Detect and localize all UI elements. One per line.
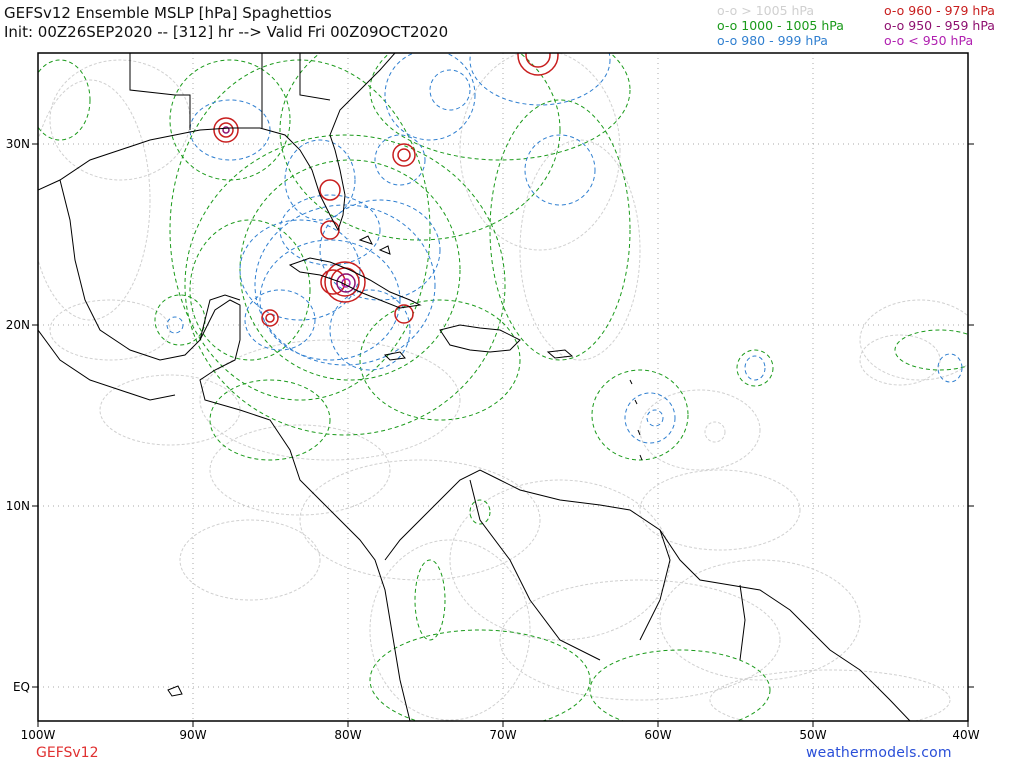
lat-label-eq: EQ	[13, 680, 30, 694]
legend-item-980-999: o-o 980 - 999 hPa	[717, 33, 828, 48]
contours-blue	[166, 53, 963, 444]
map-subtitle: Init: 00Z26SEP2020 -- [312] hr --> Valid…	[4, 23, 449, 41]
contours-gray	[38, 53, 968, 721]
lat-labels: 30N 20N 10N EQ	[6, 137, 30, 694]
coastlines	[38, 53, 911, 721]
lat-label-30n: 30N	[6, 137, 30, 151]
tick-marks	[32, 143, 974, 727]
map-title-block: GEFSv12 Ensemble MSLP [hPa] Spaghettios …	[4, 4, 448, 42]
lon-label-50w: 50W	[799, 728, 826, 742]
legend-item-gt1005: o-o > 1005 hPa	[717, 3, 815, 18]
legend-left: o-o > 1005 hPa o-o 1000 - 1005 hPa o-o 9…	[717, 3, 844, 48]
contours-green	[38, 53, 968, 721]
lon-label-80w: 80W	[334, 728, 361, 742]
legend-item-950-959: o-o 950 - 959 hPa	[884, 18, 995, 33]
lon-label-100w: 100W	[21, 728, 56, 742]
lon-label-70w: 70W	[489, 728, 516, 742]
grid-lines	[38, 53, 968, 721]
legend-right: o-o 960 - 979 hPa o-o 950 - 959 hPa o-o …	[884, 3, 995, 48]
legend-item-960-979: o-o 960 - 979 hPa	[884, 3, 995, 18]
legend-item-1000-1005: o-o 1000 - 1005 hPa	[717, 18, 844, 33]
contours-red	[213, 53, 559, 327]
lon-label-40w: 40W	[952, 728, 979, 742]
model-label: GEFSv12	[36, 745, 99, 761]
lon-label-90w: 90W	[179, 728, 206, 742]
site-label[interactable]: weathermodels.com	[806, 745, 952, 761]
lat-label-10n: 10N	[6, 499, 30, 513]
lat-label-20n: 20N	[6, 318, 30, 332]
lon-labels: 100W 90W 80W 70W 60W 50W 40W	[21, 728, 980, 742]
legend-item-lt950: o-o < 950 hPa	[884, 33, 974, 48]
map-title: GEFSv12 Ensemble MSLP [hPa] Spaghettios	[4, 4, 332, 22]
lon-label-60w: 60W	[644, 728, 671, 742]
